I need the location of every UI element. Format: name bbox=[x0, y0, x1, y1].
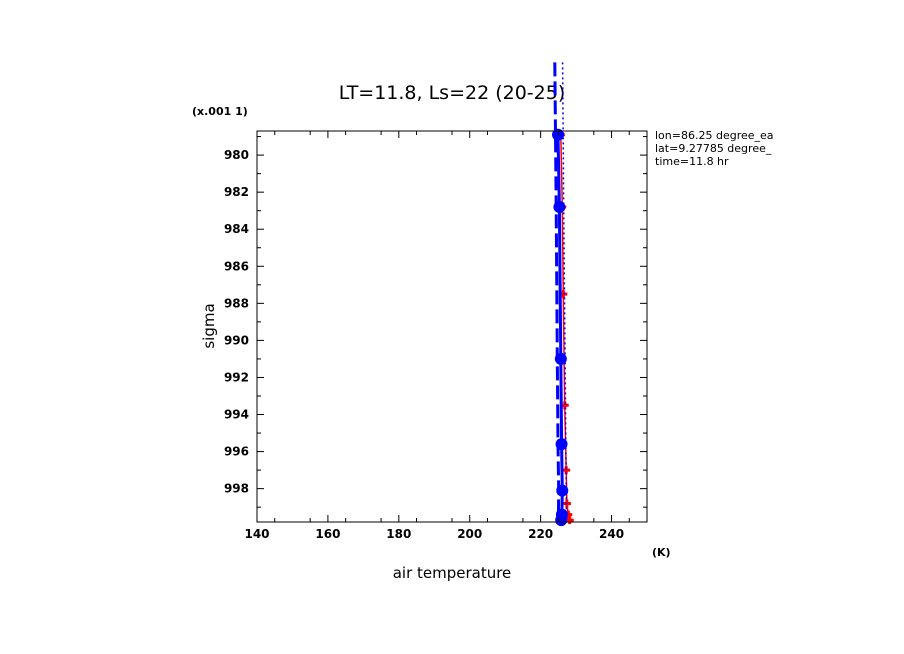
y-axis-title: sigma bbox=[200, 303, 218, 348]
y-scale-note: (x.001 1) bbox=[192, 105, 248, 118]
y-tick-label: 998 bbox=[224, 482, 249, 496]
chart-title: LT=11.8, Ls=22 (20-25) bbox=[339, 82, 566, 104]
y-tick-label: 988 bbox=[224, 296, 249, 310]
plot-layer bbox=[552, 62, 574, 527]
y-tick-label: 992 bbox=[224, 370, 249, 384]
info-lon: lon=86.25 degree_ea bbox=[655, 129, 774, 142]
plot-frame bbox=[256, 130, 648, 523]
x-tick-label: 140 bbox=[244, 527, 269, 541]
series-line-3 bbox=[561, 62, 568, 521]
y-tick-label: 986 bbox=[224, 259, 249, 273]
info-time: time=11.8 hr bbox=[655, 155, 729, 168]
y-tick-label: 984 bbox=[224, 222, 249, 236]
y-tick-label: 982 bbox=[224, 185, 249, 199]
axis-layer: 140 160 180 200 220 240 980 982 984 986 988 990 992 9… bbox=[224, 131, 647, 541]
x-tick-label: 180 bbox=[386, 527, 411, 541]
info-lat: lat=9.27785 degree_ bbox=[655, 142, 772, 155]
x-tick-label: 240 bbox=[599, 527, 624, 541]
data-point-circle bbox=[555, 514, 568, 527]
y-tick-label: 994 bbox=[224, 408, 249, 422]
series-line-2 bbox=[553, 62, 561, 521]
y-tick-label: 996 bbox=[224, 445, 249, 459]
x-unit-label: (K) bbox=[652, 546, 671, 559]
x-tick-label: 160 bbox=[315, 527, 340, 541]
x-tick-label: 200 bbox=[457, 527, 482, 541]
x-axis-title: air temperature bbox=[393, 564, 512, 582]
y-tick-label: 990 bbox=[224, 333, 249, 347]
x-tick-label: 220 bbox=[528, 527, 553, 541]
y-tick-label: 980 bbox=[224, 148, 249, 162]
